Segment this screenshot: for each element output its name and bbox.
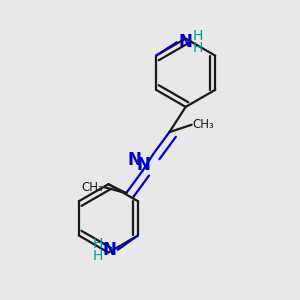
Text: H: H: [92, 237, 103, 251]
Text: N: N: [137, 156, 151, 174]
Text: H: H: [192, 29, 203, 43]
Text: H: H: [192, 41, 203, 55]
Text: N: N: [178, 33, 192, 51]
Text: N: N: [127, 151, 141, 169]
Text: N: N: [102, 241, 116, 259]
Text: CH₃: CH₃: [81, 181, 103, 194]
Text: CH₃: CH₃: [193, 118, 214, 131]
Text: H: H: [92, 249, 103, 263]
